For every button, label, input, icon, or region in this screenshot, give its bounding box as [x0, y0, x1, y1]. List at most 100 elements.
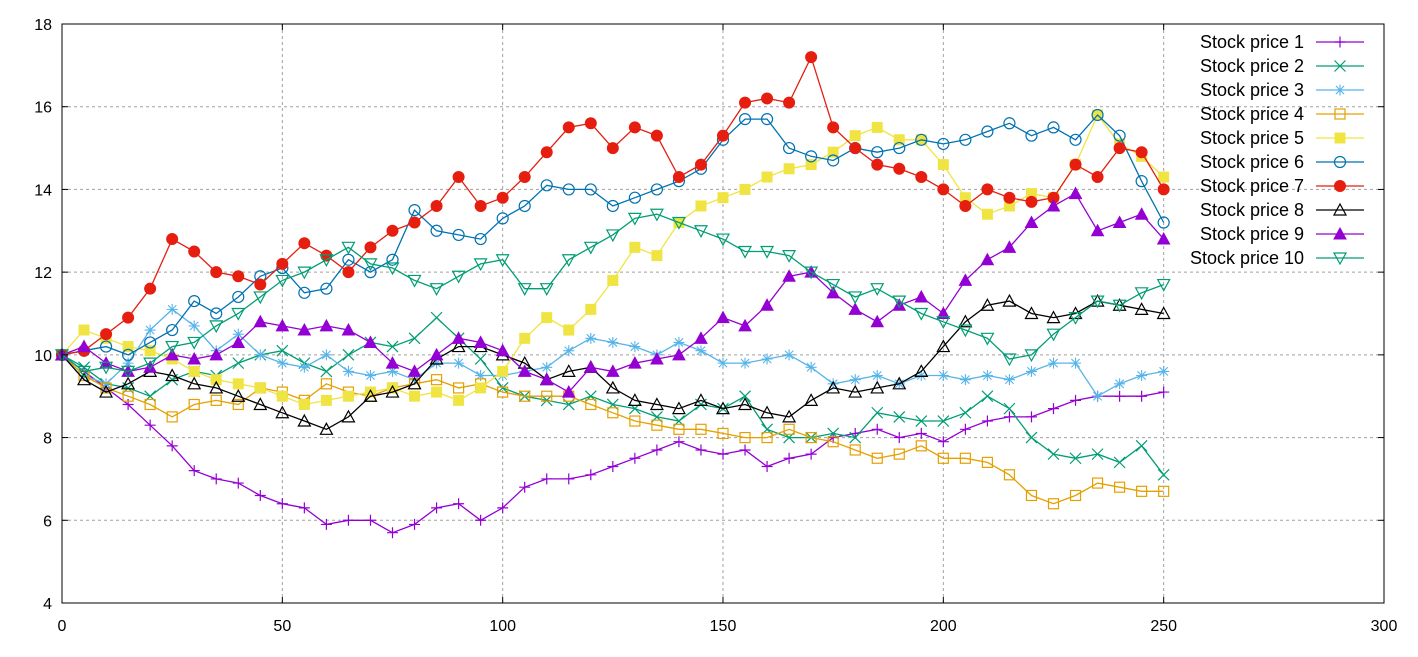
stock-price-3-point: [276, 357, 288, 369]
stock-price-1-point: [893, 432, 905, 444]
stock-price-4-point: [1003, 469, 1016, 481]
stock-price-2-point: [959, 406, 972, 419]
stock-price-7-point: [783, 96, 796, 109]
stock-price-7-point: [276, 257, 289, 270]
stock-price-3-point: [717, 357, 729, 369]
legend-label-stock-price-10: Stock price 10: [1190, 248, 1304, 268]
stock-price-8-point: [936, 339, 951, 353]
stock-price-1-point: [254, 489, 266, 501]
stock-price-3-point: [475, 370, 487, 382]
stock-price-4-point: [761, 431, 773, 444]
stock-price-2-point: [408, 332, 421, 345]
stock-price-8-point: [605, 380, 620, 394]
stock-price-6-point: [496, 212, 509, 225]
stock-price-10-point: [1090, 295, 1105, 309]
stock-price-9-point: [738, 318, 752, 332]
x-tick-label: 100: [489, 618, 516, 635]
stock-price-9-point: [297, 322, 312, 336]
stock-price-3-point: [959, 374, 971, 386]
stock-price-10-point: [936, 316, 951, 330]
stock-price-1-point: [475, 514, 487, 526]
stock-price-3-point: [453, 357, 465, 369]
stock-price-3-point: [739, 357, 751, 369]
stock-price-4-point: [783, 423, 795, 435]
stock-price-6-point: [474, 232, 487, 246]
stock-price-9-point: [341, 322, 356, 336]
stock-price-8-point: [1046, 310, 1061, 324]
stock-price-4-point: [453, 382, 465, 394]
stock-price-9-point: [363, 335, 378, 348]
stock-price-5-point: [717, 192, 729, 204]
stock-price-4-point: [210, 394, 222, 406]
stock-price-10-point: [583, 241, 598, 255]
stock-price-9-point: [187, 351, 202, 365]
x-tick-label: 50: [273, 618, 291, 635]
legend-marker-stock-price-7: [1334, 180, 1346, 192]
stock-price-9-point: [958, 273, 973, 286]
stock-price-4-point: [1136, 485, 1148, 497]
stock-price-3-point: [320, 349, 332, 361]
stock-price-10-point: [297, 266, 312, 280]
stock-price-5-point: [497, 365, 509, 377]
stock-price-6-point: [893, 141, 906, 155]
stock-price-9-point: [672, 347, 686, 361]
stock-price-9-point: [451, 331, 466, 344]
stock-price-9-point: [517, 364, 532, 377]
stock-price-8-point: [958, 314, 973, 328]
stock-price-6-point: [827, 154, 840, 167]
stock-price-3-point: [541, 361, 553, 373]
stock-price-6-point: [452, 228, 465, 242]
stock-price-7-point: [1091, 171, 1104, 184]
stock-price-9-point: [1002, 240, 1017, 253]
stock-price-6-point: [210, 307, 223, 320]
stock-price-10-point: [121, 365, 136, 379]
stock-price-7-point: [122, 311, 135, 324]
legend: Stock price 1 Stock price 2 Stock price 3 S…: [1190, 32, 1364, 268]
stock-price-9-point: [539, 372, 554, 386]
stock-price-5-point: [871, 121, 883, 133]
stock-price-7-point: [342, 266, 355, 279]
stock-price-4-point: [232, 398, 244, 411]
stock-price-4-point: [981, 456, 994, 468]
stock-price-8-point: [1134, 302, 1149, 315]
stock-price-2-point: [474, 353, 487, 365]
stock-price-7-point: [144, 282, 157, 295]
stock-price-7-point: [474, 199, 487, 212]
stock-price-7-point: [1113, 142, 1126, 155]
stock-price-3-point: [915, 370, 927, 382]
stock-price-6-point: [298, 286, 311, 299]
stock-price-5-point: [849, 130, 861, 142]
stock-price-1-point: [1158, 386, 1170, 398]
stock-price-10-point: [143, 357, 158, 371]
stock-price-3-point: [232, 328, 244, 340]
stock-price-7-point: [232, 270, 245, 283]
stock-price-7-point: [298, 237, 311, 250]
stock-price-2-point: [981, 390, 994, 403]
stock-price-2-point: [739, 390, 751, 403]
stock-price-8-point: [253, 397, 268, 411]
stock-price-4-point: [871, 452, 883, 464]
stock-price-9-point: [826, 285, 841, 299]
stock-price-10-point: [804, 266, 819, 280]
stock-price-9-point: [694, 331, 708, 344]
stock-price-9-point: [870, 314, 885, 328]
stock-price-10-point: [385, 262, 400, 276]
legend-label-stock-price-2: Stock price 2: [1200, 56, 1304, 76]
stock-price-1-point: [188, 465, 200, 477]
legend-marker-stock-price-10: [1332, 252, 1348, 266]
stock-price-7-point: [166, 233, 179, 246]
y-tick-label: 10: [34, 348, 52, 365]
stock-price-10-point: [892, 295, 907, 309]
stock-price-10-point: [914, 307, 929, 321]
stock-price-3-point: [937, 370, 949, 382]
y-tick-label: 8: [43, 431, 52, 448]
stock-price-8-point: [826, 380, 841, 394]
stock-price-3-point: [607, 336, 619, 348]
stock-price-3-point: [871, 370, 883, 382]
stock-price-5-point: [563, 324, 575, 336]
stock-price-3-point: [585, 332, 597, 344]
stock-price-9-point: [275, 318, 290, 332]
stock-price-8-point: [627, 393, 642, 406]
stock-price-8-point: [231, 388, 246, 402]
stock-price-8-point: [187, 376, 202, 390]
